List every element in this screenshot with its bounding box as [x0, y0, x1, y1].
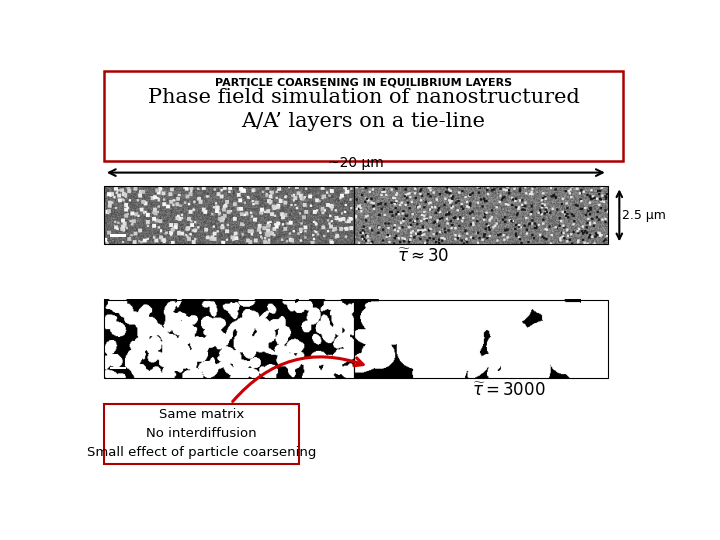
Text: Same matrix
No interdiffusion
Small effect of particle coarsening: Same matrix No interdiffusion Small effe… [87, 408, 316, 459]
Bar [110, 367, 126, 369]
Text: $\widetilde{\tau} = 3000$: $\widetilde{\tau} = 3000$ [472, 382, 545, 400]
FancyBboxPatch shape [104, 403, 300, 464]
FancyBboxPatch shape [104, 71, 624, 161]
Text: $\widetilde{\tau} \approx 30$: $\widetilde{\tau} \approx 30$ [397, 248, 449, 266]
Bar [104, 300, 354, 378]
Text: 2.5 μm: 2.5 μm [622, 209, 666, 222]
Bar [354, 300, 608, 378]
Text: PARTICLE COARSENING IN EQUILIBRIUM LAYERS: PARTICLE COARSENING IN EQUILIBRIUM LAYER… [215, 77, 512, 87]
Text: ~20 μm: ~20 μm [328, 156, 384, 170]
Text: Phase field simulation of nanostructured
A/A’ layers on a tie-line: Phase field simulation of nanostructured… [148, 88, 580, 131]
Bar [104, 186, 354, 244]
Bar [354, 186, 608, 244]
Bar [110, 234, 126, 237]
